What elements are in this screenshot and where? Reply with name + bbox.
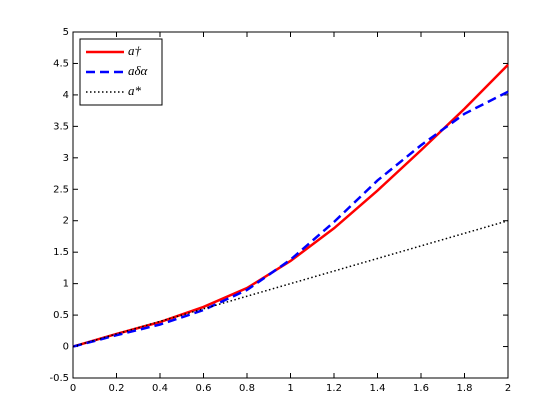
x-tick-label: 1.4 bbox=[370, 383, 386, 394]
y-tick-label: 3 bbox=[63, 153, 69, 164]
x-tick-label: 0.2 bbox=[109, 383, 125, 394]
y-tick-label: 1.5 bbox=[53, 247, 69, 258]
series-line bbox=[72, 90, 509, 348]
x-tick-label: 1.6 bbox=[413, 383, 429, 394]
legend-label: a† bbox=[128, 43, 142, 58]
x-tick-label: 0.8 bbox=[239, 383, 255, 394]
series-line bbox=[72, 220, 509, 348]
x-tick-label: 1.8 bbox=[457, 383, 473, 394]
y-tick-label: -0.5 bbox=[49, 373, 69, 384]
y-tick-label: 1 bbox=[63, 279, 69, 290]
x-tick-label: 0 bbox=[70, 383, 76, 394]
x-tick-label: 0.6 bbox=[196, 383, 212, 394]
y-tick-label: 3.5 bbox=[53, 121, 69, 132]
legend-label: aδα bbox=[128, 63, 149, 78]
y-tick-label: 4.5 bbox=[53, 58, 69, 69]
x-tick-label: 0.4 bbox=[152, 383, 168, 394]
x-tick-label: 1 bbox=[287, 383, 293, 394]
y-tick-label: 0.5 bbox=[53, 310, 69, 321]
y-tick-label: 5 bbox=[63, 27, 69, 38]
y-tick-label: 2.5 bbox=[53, 184, 69, 195]
x-tick-label: 1.2 bbox=[326, 383, 342, 394]
y-tick-label: 0 bbox=[63, 342, 69, 353]
series-line bbox=[72, 63, 509, 348]
legend-label: a* bbox=[128, 83, 142, 98]
x-tick-label: 2 bbox=[505, 383, 511, 394]
y-tick-label: 2 bbox=[63, 216, 69, 227]
y-tick-label: 4 bbox=[63, 90, 69, 101]
